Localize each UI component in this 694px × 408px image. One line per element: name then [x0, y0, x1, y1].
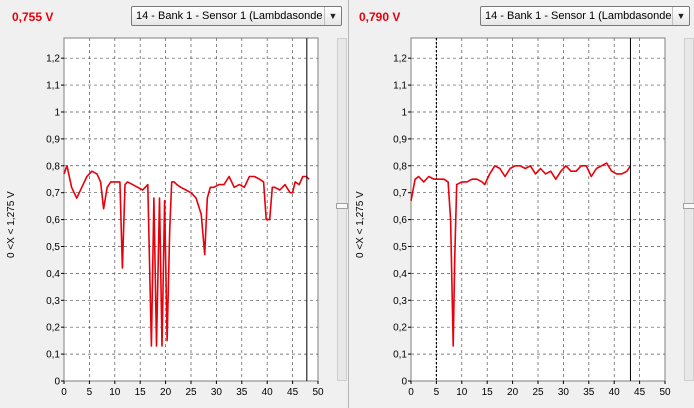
chevron-down-icon[interactable]: ▼	[324, 7, 341, 25]
y-tick-label: 0,6	[393, 215, 407, 226]
sensor-panel-right: 0,790 V 14 - Bank 1 - Sensor 1 (Lambdaso…	[349, 0, 694, 408]
y-tick-label: 0,2	[46, 323, 60, 334]
plot-area	[410, 37, 666, 382]
x-tick-label: 20	[507, 387, 519, 398]
y-tick-label: 0,5	[46, 242, 60, 253]
y-tick-label: 0,1	[393, 350, 407, 361]
x-tick-label: 10	[456, 387, 468, 398]
y-tick-label: 0,1	[46, 350, 60, 361]
series-line	[63, 165, 310, 347]
y-tick-label: 0,4	[46, 269, 60, 280]
y-tick-label: 0,3	[393, 296, 407, 307]
y-tick-label: 0,8	[393, 161, 407, 172]
y-tick-label: 1,1	[46, 81, 60, 92]
y-tick-label: 0,6	[46, 215, 60, 226]
y-tick-label: 0,7	[46, 188, 60, 199]
scrollbar-thumb[interactable]	[336, 203, 348, 209]
y-tick-label: 0,3	[46, 296, 60, 307]
x-tick-label: 25	[532, 387, 544, 398]
x-tick-label: 0	[408, 387, 414, 398]
x-tick-label: 50	[312, 387, 324, 398]
sensor-select-dropdown[interactable]: 14 - Bank 1 - Sensor 1 (Lambdasonde ▼	[131, 6, 342, 26]
x-tick-label: 30	[211, 387, 223, 398]
x-tick-label: 20	[160, 387, 172, 398]
x-tick-label: 40	[262, 387, 274, 398]
vertical-scrollbar[interactable]	[683, 38, 694, 381]
x-tick-label: 5	[87, 387, 93, 398]
x-tick-label: 25	[185, 387, 197, 398]
y-tick-label: 1	[401, 107, 407, 118]
y-tick-label: 1,1	[393, 81, 407, 92]
x-tick-label: 45	[287, 387, 299, 398]
y-tick-label: 1,2	[46, 54, 60, 65]
y-tick-label: 0	[54, 377, 60, 388]
sensor-select-value: 14 - Bank 1 - Sensor 1 (Lambdasonde	[136, 10, 323, 22]
scrollbar-thumb[interactable]	[683, 203, 694, 209]
series-line	[410, 162, 632, 347]
y-tick-label: 1	[54, 107, 60, 118]
x-tick-label: 50	[659, 387, 671, 398]
x-tick-label: 0	[61, 387, 67, 398]
y-tick-label: 0,7	[393, 188, 407, 199]
chevron-down-icon[interactable]: ▼	[672, 7, 689, 25]
voltage-chart: 0 5 10 15 20 25 30 35 40 45 50 0 0,1 0,2 0,3 0,4 0,5 0,6 0…	[393, 37, 671, 398]
sensor-select-value: 14 - Bank 1 - Sensor 1 (Lambdasonde	[485, 10, 672, 22]
sensor-panel-left: 0,755 V 14 - Bank 1 - Sensor 1 (Lambdaso…	[6, 0, 349, 408]
x-tick-label: 15	[135, 387, 147, 398]
x-tick-label: 35	[236, 387, 248, 398]
x-tick-label: 30	[558, 387, 570, 398]
y-tick-label: 0,4	[393, 269, 407, 280]
y-tick-label: 0,9	[393, 134, 407, 145]
x-tick-label: 15	[482, 387, 494, 398]
x-tick-label: 5	[434, 387, 440, 398]
x-tick-label: 35	[583, 387, 595, 398]
y-tick-label: 0	[401, 377, 407, 388]
current-voltage-reading: 0,790 V	[359, 10, 401, 24]
y-tick-label: 0,2	[393, 323, 407, 334]
x-tick-label: 40	[609, 387, 621, 398]
y-tick-label: 0,5	[393, 242, 407, 253]
y-tick-label: 1,2	[393, 54, 407, 65]
y-tick-label: 0,9	[46, 134, 60, 145]
vertical-scrollbar[interactable]	[336, 38, 348, 381]
y-tick-label: 0,8	[46, 161, 60, 172]
sensor-select-dropdown[interactable]: 14 - Bank 1 - Sensor 1 (Lambdasonde ▼	[480, 6, 690, 26]
current-voltage-reading: 0,755 V	[12, 10, 54, 24]
x-tick-label: 45	[634, 387, 646, 398]
voltage-chart: 0 5 10 15 20 25 30 35 40 45 50 0 0,1 0,2 0,3 0,4 0,5 0,6 0…	[46, 37, 324, 398]
x-tick-label: 10	[109, 387, 121, 398]
plot-area	[63, 37, 319, 382]
